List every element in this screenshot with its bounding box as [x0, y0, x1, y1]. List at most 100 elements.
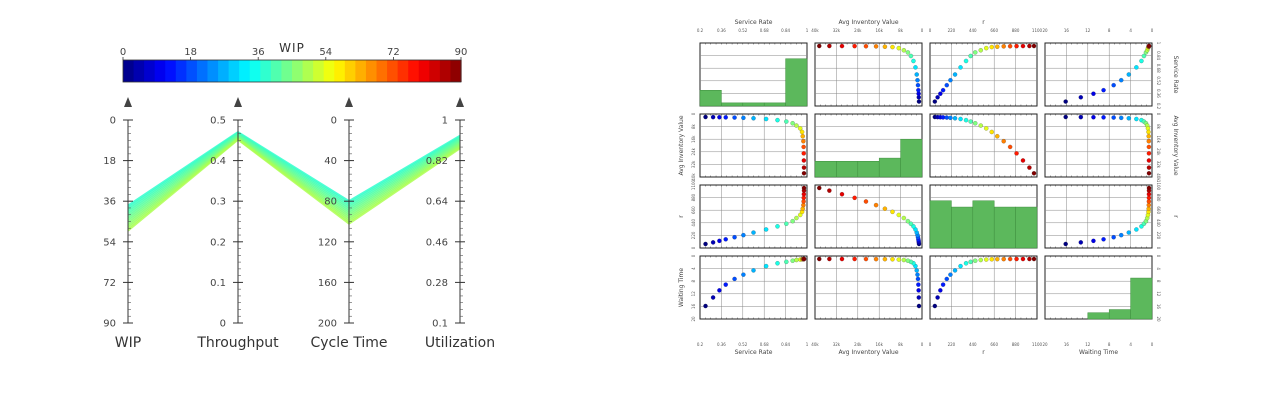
axis-cycle-time: 0 40 80 120 160 200 Cycle Time	[311, 97, 388, 351]
matrix-right-tick: 16	[1156, 304, 1161, 310]
axis-tick-label: 0	[220, 319, 226, 330]
scatter-point	[723, 282, 728, 287]
matrix-bottom-tick: 0	[1151, 342, 1154, 347]
scatter-point	[1063, 114, 1068, 120]
scatter-point	[732, 115, 737, 120]
matrix-bottom-label: Waiting Time	[1079, 349, 1118, 356]
matrix-right-tick: 16k	[1156, 135, 1161, 143]
matrix-top-tick: 0.2	[697, 28, 704, 33]
scatter-point	[908, 221, 914, 226]
axis-tick-label: 0.1	[210, 278, 226, 289]
scatter-point	[732, 276, 737, 282]
data-line	[127, 132, 461, 212]
scatter-point	[763, 227, 769, 232]
panel-frame	[814, 42, 923, 107]
matrix-left-tick: 0	[691, 254, 696, 257]
matrix-left-tick: 440	[691, 219, 696, 227]
colorbar-swatch	[334, 60, 346, 82]
scatter-point	[890, 44, 895, 50]
scatter-point	[1031, 256, 1037, 262]
matrix-top-tick: 8	[1108, 28, 1111, 33]
colorbar-swatch	[175, 60, 187, 82]
axis-title: Cycle Time	[311, 335, 388, 351]
scatter-point	[938, 91, 943, 96]
scatter-point	[908, 53, 914, 59]
colorbar-swatch	[186, 60, 198, 82]
scatter-point	[1014, 151, 1019, 156]
matrix-left-label: r	[678, 215, 685, 218]
matrix-panel	[1044, 255, 1153, 320]
matrix-panel	[1044, 42, 1153, 107]
matrix-right-tick: 0.2	[1156, 103, 1161, 110]
scatter-point	[817, 43, 822, 49]
scatter-point	[1091, 115, 1096, 120]
histogram-bar	[721, 102, 744, 107]
matrix-panel	[814, 184, 923, 249]
scatter-point	[984, 257, 989, 262]
matrix-bottom-tick: 32k	[833, 342, 841, 347]
scatter-point	[1007, 256, 1013, 262]
scatter-point	[995, 134, 1000, 139]
matrix-top-tick: 0	[921, 28, 924, 33]
matrix-left-tick: 8k	[691, 123, 696, 129]
scatter-point	[911, 58, 916, 64]
colorbar-swatch	[154, 60, 166, 82]
scatter-point	[1146, 134, 1151, 139]
axes-group: 0 18 36 54 72 90 WIP 0 0.1 0.2 0.3 0.4 0.5 Throughput…	[103, 97, 495, 351]
panel-frame	[699, 255, 808, 320]
scatter-point	[1141, 53, 1147, 59]
scatter-point	[801, 158, 807, 163]
scatter-point	[741, 115, 746, 121]
scatter-point	[852, 195, 857, 201]
matrix-bottom-tick: 0.52	[738, 342, 747, 347]
axis-title: Throughput	[196, 335, 279, 351]
matrix-bottom-label: Service Rate	[735, 349, 773, 356]
matrix-bottom-tick: 660	[990, 342, 998, 347]
matrix-left-tick: 880	[691, 193, 696, 201]
scatter-point	[1063, 241, 1068, 247]
scatter-point	[1111, 115, 1116, 120]
matrix-right-tick: 20	[1156, 316, 1161, 322]
scatter-point	[799, 129, 805, 135]
scatter-point	[863, 44, 869, 49]
colorbar-swatch	[323, 60, 335, 82]
matrix-top-tick: 16	[1064, 28, 1070, 33]
scatter-point	[944, 276, 949, 282]
scatter-point	[794, 215, 799, 221]
matrix-top-tick: 32k	[833, 28, 841, 33]
scatter-point	[801, 171, 807, 176]
scatter-point	[952, 268, 958, 273]
scatter-point	[1101, 237, 1106, 242]
matrix-top-tick: 880	[1012, 28, 1020, 33]
colorbar-swatch	[239, 60, 251, 82]
scatter-point	[948, 115, 953, 121]
matrix-panel	[699, 42, 808, 107]
scatter-point	[717, 288, 722, 293]
matrix-right-tick: 660	[1156, 206, 1161, 214]
scatter-point	[914, 72, 919, 77]
scatter-point	[1134, 65, 1139, 70]
scatter-point	[1031, 171, 1037, 176]
histogram-bar	[900, 138, 923, 178]
scatter-point	[1119, 232, 1124, 238]
matrix-left-tick: 16k	[691, 135, 696, 143]
scatter-point	[852, 256, 857, 262]
matrix-right-tick: 40k	[1156, 173, 1161, 181]
matrix-left-tick: 660	[691, 206, 696, 214]
scatter-point	[1091, 91, 1096, 96]
scatter-point	[723, 237, 728, 242]
scatter-point	[1111, 82, 1116, 88]
colorbar-swatch	[397, 60, 409, 82]
scatter-matrix-panels: Service Rate Service Rate 0.2 0.2 0.36 0.36 0.…	[678, 19, 1179, 356]
matrix-right-tick: 1100	[1156, 180, 1161, 191]
matrix-bottom-tick: 1	[806, 342, 809, 347]
matrix-bottom-tick: 8	[1108, 342, 1111, 347]
matrix-right-tick: 1	[1156, 42, 1161, 45]
matrix-panel	[929, 113, 1038, 178]
scatter-point	[978, 48, 983, 53]
colorbar-swatch	[281, 60, 293, 82]
scatter-point	[916, 282, 921, 287]
scatter-point	[952, 72, 958, 77]
scatter-point	[1146, 165, 1152, 170]
scatter-point	[852, 43, 857, 49]
